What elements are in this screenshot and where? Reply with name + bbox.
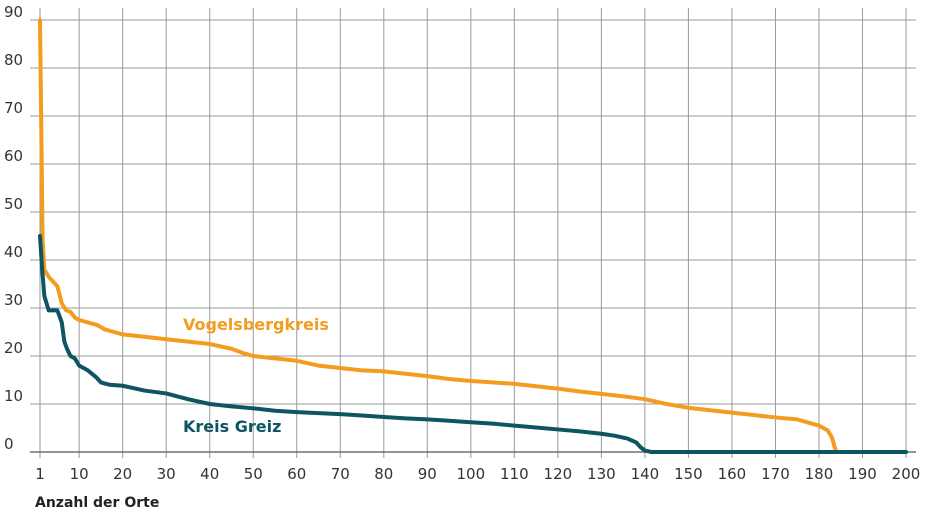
x-axis-ticks: 1 10 20 30 40 50 60 70 80 90 100 110 120 130 140 150 160…: [35, 465, 920, 483]
series-label-vogelsbergkreis: Vogelsbergkreis: [183, 315, 329, 334]
x-axis-title: Anzahl der Orte: [35, 495, 159, 511]
series-line-vogelsbergkreis: [38, 18, 839, 454]
y-tick-label: 40: [4, 243, 23, 261]
y-tick-label: 60: [4, 147, 23, 165]
x-tick-label: 50: [244, 465, 263, 483]
x-tick-label: 40: [200, 465, 219, 483]
x-tick-label: 180: [805, 465, 834, 483]
x-tick-label: 60: [287, 465, 306, 483]
x-tick-label: 190: [848, 465, 877, 483]
x-tick-label: 1: [35, 465, 45, 483]
y-tick-label: 10: [4, 387, 23, 405]
x-tick-label: 120: [544, 465, 573, 483]
y-axis-ticks: 0 10 20 30 40 50 60 70 80 90: [4, 3, 23, 453]
y-tick-label: 90: [4, 3, 23, 21]
x-tick-label: 30: [157, 465, 176, 483]
x-tick-label: 160: [718, 465, 747, 483]
series-line-kreis-greiz: [38, 234, 908, 454]
x-tick-label: 10: [70, 465, 89, 483]
y-tick-label: 30: [4, 291, 23, 309]
x-tick-label: 200: [892, 465, 921, 483]
y-tick-label: 0: [4, 435, 14, 453]
x-tick-label: 90: [418, 465, 437, 483]
y-tick-label: 70: [4, 99, 23, 117]
series-labels: Vogelsbergkreis Kreis Greiz: [183, 315, 329, 436]
x-tick-label: 170: [761, 465, 790, 483]
grid: [30, 8, 916, 458]
x-tick-label: 20: [113, 465, 132, 483]
y-tick-label: 50: [4, 195, 23, 213]
y-tick-label: 20: [4, 339, 23, 357]
x-tick-label: 150: [674, 465, 703, 483]
series-label-kreis-greiz: Kreis Greiz: [183, 417, 281, 436]
x-tick-label: 140: [631, 465, 660, 483]
series-lines: [38, 18, 908, 454]
y-tick-label: 80: [4, 51, 23, 69]
x-tick-label: 100: [457, 465, 486, 483]
x-tick-label: 70: [331, 465, 350, 483]
x-tick-label: 130: [587, 465, 616, 483]
x-tick-label: 80: [374, 465, 393, 483]
x-tick-label: 110: [500, 465, 529, 483]
